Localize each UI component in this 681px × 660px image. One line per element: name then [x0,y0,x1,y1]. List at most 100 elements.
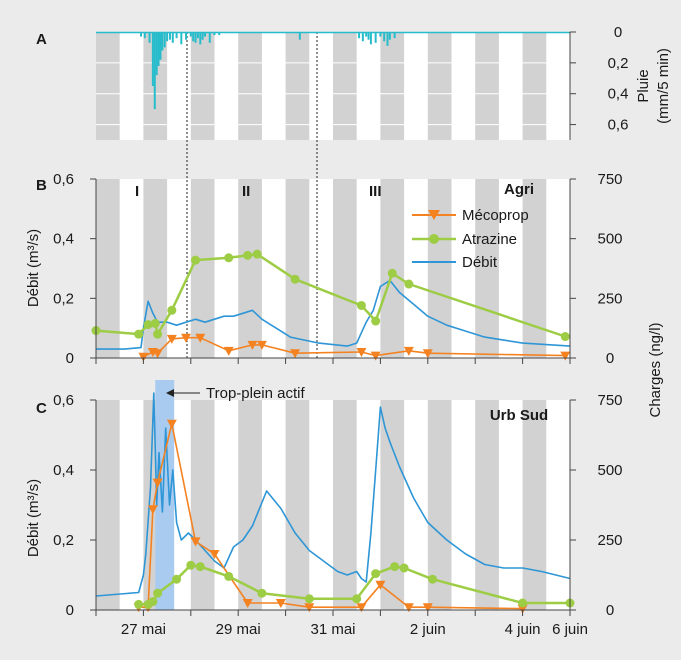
panel-a-ytick-label: 0,2 [608,55,629,72]
mecoprop-point [209,550,220,559]
mecoprop-point [223,346,234,356]
rain-bar [168,32,171,40]
rain-bar [157,32,160,66]
atrazine-point [560,332,570,342]
panel_b-right-ytick-label: 500 [597,231,622,248]
rain-bar [148,32,151,43]
mecoprop-point [422,603,433,613]
night-band [96,179,120,358]
panel-c-series [95,392,575,614]
legend-mecoprop-label: Mécoprop [462,207,529,224]
rain-bar [196,32,199,39]
rain-bar [386,32,389,46]
mecoprop-point [375,580,386,590]
night-band [522,32,547,140]
atrazine-point [186,560,196,570]
night-band [238,179,262,358]
atrazine-point [153,588,163,598]
mecoprop-point [138,352,149,362]
night-band [190,32,215,140]
night-band [285,179,310,358]
panel-b-title: Agri [504,181,534,198]
mecoprop-point [356,603,367,613]
night-band [475,32,499,140]
rain-bar [383,32,386,42]
rain-bar [369,32,372,45]
rain-bar [151,32,154,86]
atrazine-point [191,255,201,265]
panel-a-ytick-label: 0 [614,24,622,41]
mecoprop-point [356,348,367,358]
rain-bar [185,32,188,40]
night-band [427,32,452,140]
night-band [285,32,310,140]
panel_c-left-ytick-label: 0 [66,602,74,619]
night-band [190,179,215,358]
atrazine-point [243,250,253,260]
atrazine-point [153,329,163,339]
rain-bar [204,32,207,37]
atrazine-point [224,253,234,263]
panel-a-gridlines [96,62,570,126]
debit-line [95,392,571,597]
panel-a-ytick-label: 0,4 [608,86,629,103]
panel_c-left-ytick-label: 0,2 [53,532,74,549]
panel-a-ylabel-line1: Pluie [635,69,652,102]
night-band [333,32,357,140]
period-label-1: I [135,183,139,200]
atrazine-point [518,598,528,608]
night-band [238,32,262,140]
x-tick-label: 4 juin [505,621,541,638]
atrazine-point [304,594,314,604]
panel_c-left-ytick-label: 0,6 [53,392,74,409]
rain-bar [143,32,146,39]
rain-bar [180,32,183,45]
atrazine-point [356,300,366,310]
mecoprop-point [403,346,414,356]
atrazine-point [399,563,409,573]
mecoprop-point [152,478,163,488]
x-tick-label: 29 mai [216,621,261,638]
atrazine-point [387,268,397,278]
rain-bar [163,32,166,48]
x-tick-label: 6 juin [552,621,588,638]
rain-bar [199,32,202,45]
mecoprop-point [166,334,177,344]
panel_b-left-ytick-label: 0,4 [53,231,74,248]
overflow-period-band [155,380,175,610]
mecoprop-point [181,333,192,343]
panel_b-left-ytick-label: 0,2 [53,290,74,307]
atrazine-point [134,329,144,339]
atrazine-point [167,305,177,315]
rain-bar [194,32,197,43]
mecoprop-point [242,599,253,608]
rain-bar [218,32,221,36]
atrazine-point [143,320,153,330]
rain-bar [166,32,169,42]
panel-c-letter: C [36,400,47,417]
rain-bar [161,32,164,51]
legend-mecoprop-marker [428,210,440,220]
rain-bar [213,32,216,36]
atrazine-point [352,594,362,604]
panel-b-night-bands [96,179,547,358]
atrazine-point [371,569,381,579]
atrazine-point [290,274,300,284]
night-band [522,400,547,610]
mecoprop-point [190,537,201,547]
mecoprop-point [304,603,315,613]
panel_b-left-ytick-label: 0,6 [53,171,74,188]
panel_b-right-ytick-label: 750 [597,171,622,188]
rain-bar [140,32,143,37]
panel_b-left-ytick-label: 0 [66,350,74,367]
x-tick-label: 31 mai [310,621,355,638]
rain-bar [367,32,370,40]
night-band [380,179,405,358]
panel_b-right-ytick-label: 250 [597,290,622,307]
panel_c-right-ytick-label: 0 [606,602,614,619]
atrazine-point [390,562,400,572]
rain-bar [388,32,391,40]
night-band [143,179,168,358]
panel_c-right-ytick-label: 250 [597,532,622,549]
